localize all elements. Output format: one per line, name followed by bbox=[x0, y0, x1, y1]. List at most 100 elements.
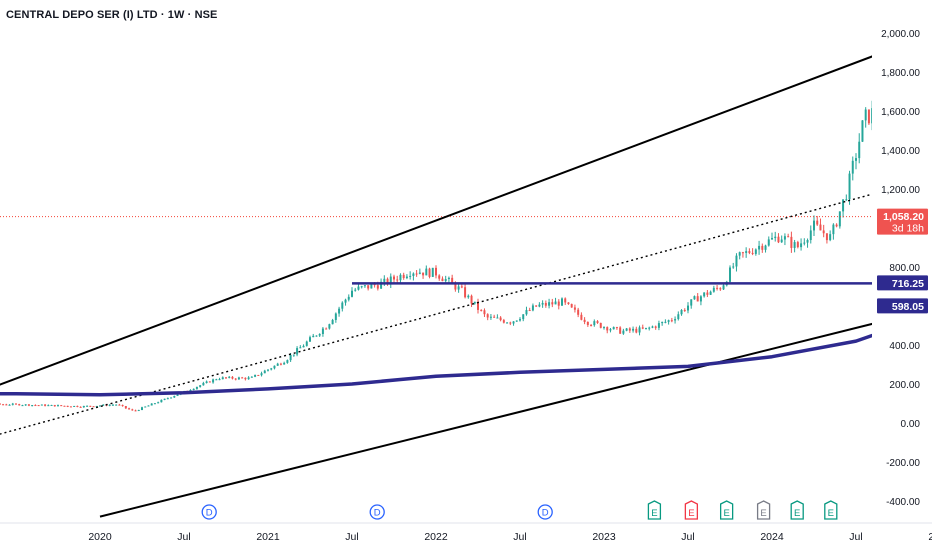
candle-body bbox=[147, 405, 150, 407]
candle-body bbox=[95, 405, 98, 407]
candle-body bbox=[664, 321, 667, 323]
candle-body bbox=[11, 403, 14, 405]
candle-body bbox=[376, 285, 379, 289]
candle-body bbox=[292, 354, 295, 356]
y-axis: 2,000.00 1,800.00 1,600.00 1,400.00 1,200.00… bbox=[881, 29, 920, 508]
candle-body bbox=[99, 405, 101, 407]
overlays bbox=[0, 55, 872, 518]
candle-body bbox=[809, 230, 812, 241]
dividend-marker-label: D bbox=[374, 508, 381, 519]
earnings-marker-icon bbox=[647, 500, 662, 520]
candle-body bbox=[709, 291, 712, 295]
candle-body bbox=[832, 224, 835, 235]
candle-body bbox=[796, 242, 799, 248]
candle-body bbox=[761, 245, 764, 250]
candle-body bbox=[115, 404, 118, 406]
candle-body bbox=[512, 321, 515, 324]
candle-body bbox=[40, 404, 43, 406]
candle-body bbox=[703, 292, 706, 297]
candle-body bbox=[347, 296, 350, 300]
earnings-marker-icon bbox=[684, 500, 699, 520]
candle-body bbox=[208, 381, 211, 383]
candle-body bbox=[528, 310, 531, 312]
candle-body bbox=[926, 41, 928, 74]
candle-body bbox=[237, 377, 240, 380]
candle-body bbox=[205, 381, 208, 383]
candle-body bbox=[195, 386, 198, 389]
candle-body bbox=[641, 327, 644, 329]
candle-body bbox=[787, 236, 790, 238]
candle-body bbox=[573, 307, 576, 310]
candle-body bbox=[321, 328, 324, 334]
candle-body bbox=[315, 335, 318, 337]
last-price-label-box bbox=[877, 208, 928, 235]
candle-body bbox=[612, 327, 615, 330]
dividend-marker-icon bbox=[369, 504, 385, 520]
candle-body bbox=[37, 405, 40, 407]
candle-body bbox=[732, 266, 735, 268]
candle-body bbox=[131, 409, 134, 411]
ma-value-label-box bbox=[877, 298, 928, 314]
candle-body bbox=[835, 224, 838, 227]
candle-body bbox=[82, 405, 85, 408]
candle-body bbox=[296, 348, 299, 355]
candle-body bbox=[212, 379, 215, 383]
earnings-marker-label: E bbox=[828, 508, 834, 519]
candle-body bbox=[586, 321, 589, 325]
candle-body bbox=[389, 276, 392, 285]
candle-body bbox=[819, 224, 822, 231]
x-axis: 20192020Jul2021Jul2022Jul2023Jul2024Jul2… bbox=[88, 531, 932, 543]
candle-body bbox=[305, 341, 308, 346]
candle-body bbox=[878, 114, 880, 115]
candle-body bbox=[467, 295, 470, 298]
x-tick-label: Jul bbox=[177, 531, 190, 543]
x-tick-label: 2025 bbox=[928, 531, 932, 543]
candle-body bbox=[102, 404, 105, 406]
candle-body bbox=[699, 296, 702, 302]
y-tick-label: -400.00 bbox=[886, 497, 920, 508]
earnings-marker-label: E bbox=[723, 508, 729, 519]
ma-value-label-text: 598.05 bbox=[892, 301, 924, 313]
candle-body bbox=[674, 319, 677, 321]
x-tick-label: Jul bbox=[513, 531, 526, 543]
y-tick-label: -200.00 bbox=[886, 458, 920, 469]
candle-body bbox=[651, 326, 654, 328]
candle-body bbox=[767, 239, 770, 246]
candle-body bbox=[53, 404, 56, 407]
chart-title: CENTRAL DEPO SER (I) LTD · 1W · NSE bbox=[6, 9, 218, 21]
candle-body bbox=[92, 406, 95, 408]
candle-body bbox=[473, 301, 476, 304]
candle-body bbox=[648, 327, 651, 329]
y-tick-label: 0.00 bbox=[901, 419, 921, 430]
candle-body bbox=[496, 317, 499, 319]
candle-body bbox=[593, 321, 596, 326]
dividend-marker-icon bbox=[537, 504, 553, 520]
candle-body bbox=[564, 298, 567, 303]
candle-body bbox=[267, 369, 269, 371]
channel-upper-line bbox=[0, 55, 872, 386]
candle-body bbox=[312, 335, 315, 338]
candle-body bbox=[864, 109, 867, 121]
candle-body bbox=[176, 394, 179, 396]
candle-body bbox=[657, 323, 660, 328]
x-tick-label: Jul bbox=[345, 531, 358, 543]
candle-body bbox=[5, 404, 8, 406]
earnings-marker-icon bbox=[790, 500, 804, 520]
candle-body bbox=[557, 301, 560, 306]
candle-body bbox=[234, 378, 237, 380]
candle-body bbox=[538, 304, 541, 307]
last-price-label-countdown: 3d 18h bbox=[892, 223, 924, 235]
candle-body bbox=[163, 398, 166, 400]
candle-body bbox=[851, 160, 854, 174]
candle-body bbox=[683, 309, 686, 311]
candle-body bbox=[438, 275, 441, 279]
candle-body bbox=[283, 362, 286, 365]
candle-body bbox=[615, 327, 618, 329]
candle-body bbox=[603, 327, 605, 329]
candle-body bbox=[247, 377, 250, 380]
candle-body bbox=[667, 320, 670, 322]
x-tick-label: Jul bbox=[681, 531, 694, 543]
candle-body bbox=[354, 289, 357, 291]
candle-body bbox=[360, 286, 363, 288]
